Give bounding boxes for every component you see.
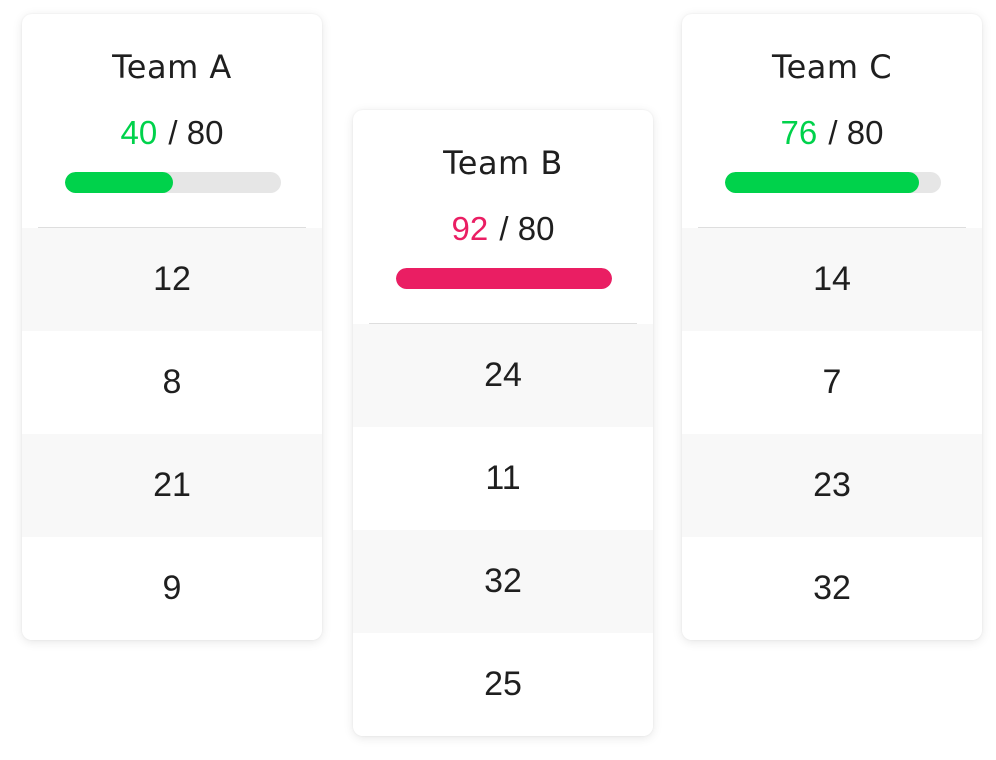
score-row: 25 [353,633,653,736]
progress-bar [65,172,281,193]
divider [38,227,306,228]
team-score: 76 / 80 [682,114,982,152]
divider [369,323,637,324]
max-score: 80 [517,210,555,247]
progress-fill [396,268,612,289]
score-row: 23 [682,434,982,537]
team-card: Team C 76 / 80 14 7 23 32 [682,14,982,640]
divider [698,227,966,228]
score-row: 12 [22,228,322,331]
team-card-header: Team A 40 / 80 [22,14,322,228]
score-row: 24 [353,324,653,427]
score-separator: / [159,114,187,151]
current-score: 76 [780,114,818,151]
max-score: 80 [186,114,224,151]
score-list: 24 11 32 25 [353,324,653,736]
score-row: 9 [22,537,322,640]
score-row: 8 [22,331,322,434]
progress-fill [725,172,920,193]
score-row: 11 [353,427,653,530]
progress-bar [396,268,612,289]
team-score: 40 / 80 [22,114,322,152]
score-separator: / [490,210,518,247]
progress-fill [65,172,173,193]
team-card: Team B 92 / 80 24 11 32 25 [353,110,653,736]
score-row: 32 [353,530,653,633]
current-score: 92 [451,210,489,247]
team-card-header: Team B 92 / 80 [353,110,653,324]
team-name: Team B [443,144,563,182]
score-row: 21 [22,434,322,537]
team-name: Team A [112,48,232,86]
progress-bar [725,172,941,193]
score-list: 12 8 21 9 [22,228,322,640]
score-separator: / [819,114,847,151]
current-score: 40 [120,114,158,151]
team-card: Team A 40 / 80 12 8 21 9 [22,14,322,640]
score-row: 7 [682,331,982,434]
team-card-header: Team C 76 / 80 [682,14,982,228]
score-list: 14 7 23 32 [682,228,982,640]
score-row: 14 [682,228,982,331]
max-score: 80 [846,114,884,151]
team-score: 92 / 80 [353,210,653,248]
score-row: 32 [682,537,982,640]
team-name: Team C [771,48,893,86]
